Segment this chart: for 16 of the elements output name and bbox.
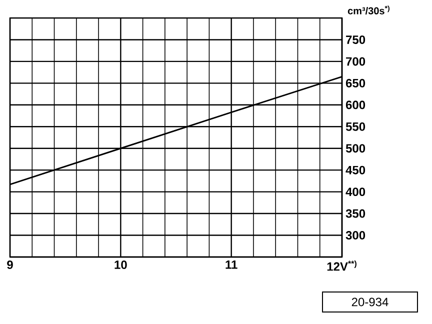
y-tick-label: 300: [346, 231, 366, 240]
y-tick-label: 400: [346, 188, 366, 196]
x-tick-label: 12V$^{**)}$: [327, 260, 356, 271]
x-tick-label: 11: [226, 260, 238, 269]
y-tick-label: 700: [346, 57, 366, 66]
y-tick-label: 350: [346, 209, 366, 218]
y-tick-label: 550: [346, 122, 366, 131]
y-tick-label: 750: [346, 35, 366, 44]
y-tick-label: 450: [346, 166, 366, 174]
y-tick-label: 600: [346, 100, 366, 110]
x-tick-label: 10: [114, 260, 127, 270]
y-tick-label: 500: [346, 144, 366, 153]
x-tick-label: 9: [7, 260, 13, 270]
text: 20-934: [352, 298, 388, 306]
y-tick-label: 650: [346, 78, 366, 88]
y-axis-title: cm³/30s$^{*)}$: [348, 6, 390, 14]
